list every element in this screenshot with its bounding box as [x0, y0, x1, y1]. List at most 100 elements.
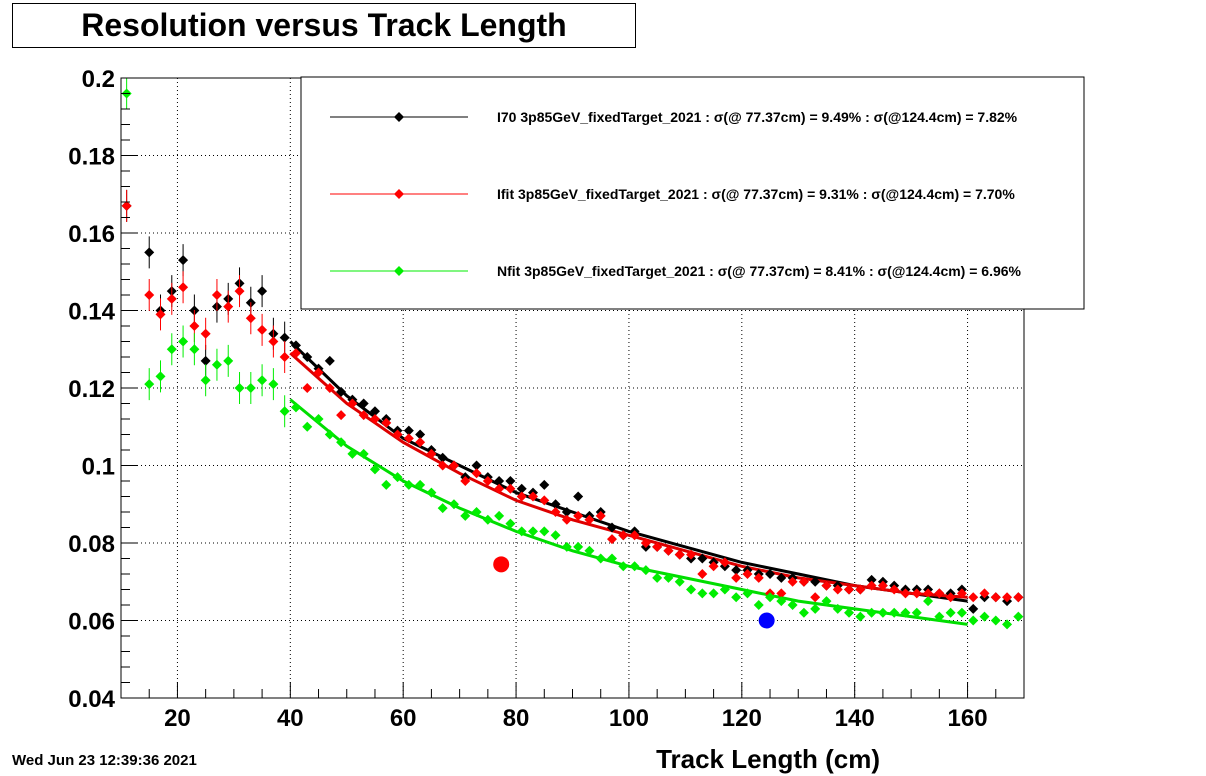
- data-point: [369, 464, 380, 475]
- timestamp: Wed Jun 23 12:39:36 2021: [12, 752, 197, 769]
- data-point: [844, 607, 855, 618]
- data-point: [381, 479, 392, 490]
- data-point: [200, 328, 211, 339]
- data-point: [121, 200, 132, 211]
- data-point: [471, 507, 482, 517]
- data-point: [697, 553, 708, 564]
- data-point: [573, 491, 584, 502]
- data-point: [1013, 611, 1024, 622]
- y-tick-label: 0.04: [68, 686, 115, 713]
- data-point: [968, 603, 979, 614]
- data-point: [956, 607, 967, 618]
- data-point: [257, 375, 268, 386]
- data-point: [245, 383, 256, 393]
- data-point: [708, 561, 719, 572]
- data-point: [584, 514, 595, 525]
- data-point: [494, 476, 505, 486]
- data-point: [561, 514, 572, 525]
- data-point: [866, 607, 877, 618]
- data-point: [471, 460, 482, 471]
- data-point: [144, 290, 155, 300]
- data-point: [765, 569, 776, 579]
- x-tick-label: 160: [948, 705, 988, 732]
- y-tick-label: 0.12: [68, 376, 115, 403]
- data-point: [573, 510, 584, 521]
- data-point: [223, 301, 234, 312]
- data-point: [618, 561, 629, 572]
- data-point: [392, 472, 403, 483]
- x-tick-label: 40: [277, 705, 304, 732]
- data-point: [403, 425, 414, 436]
- legend-entry: Ifit 3p85GeV_fixedTarget_2021 : σ(@ 77.3…: [497, 186, 1015, 202]
- data-point: [663, 572, 674, 583]
- data-point: [990, 592, 1001, 603]
- fit-curve: [289, 398, 968, 626]
- data-point: [731, 565, 742, 576]
- data-point: [674, 549, 685, 560]
- data-point: [494, 483, 505, 494]
- data-point: [279, 352, 290, 362]
- data-point: [144, 247, 155, 258]
- data-point: [166, 344, 177, 355]
- data-point: [302, 383, 313, 393]
- data-point: [516, 526, 527, 537]
- data-point: [742, 588, 753, 599]
- data-point: [539, 526, 550, 537]
- data-point: [471, 468, 482, 479]
- legend-box: [300, 76, 1085, 310]
- data-point: [437, 452, 448, 463]
- data-point: [426, 448, 437, 459]
- data-point: [697, 569, 708, 579]
- data-point: [731, 592, 742, 603]
- data-point: [674, 576, 685, 587]
- data-point: [178, 282, 189, 293]
- legend-marker: [394, 189, 404, 199]
- data-point: [200, 375, 211, 386]
- data-point: [629, 530, 640, 541]
- data-point: [889, 584, 900, 595]
- data-point: [358, 448, 369, 459]
- data-point: [573, 541, 584, 552]
- chart-title: Resolution versus Track Length: [12, 3, 636, 48]
- data-point: [821, 596, 832, 607]
- data-point: [279, 406, 290, 417]
- x-tick-label: 140: [835, 705, 875, 732]
- data-point: [448, 499, 459, 510]
- data-point: [336, 437, 347, 448]
- data-point: [245, 313, 256, 324]
- data-point: [302, 421, 313, 432]
- data-point: [437, 503, 448, 514]
- data-point: [268, 379, 279, 390]
- y-tick-label: 0.2: [82, 66, 115, 93]
- data-point: [652, 541, 663, 552]
- data-point: [640, 565, 651, 576]
- data-point: [595, 510, 606, 521]
- data-point: [945, 592, 956, 603]
- data-point: [403, 479, 414, 490]
- data-point: [347, 448, 358, 459]
- data-point: [347, 398, 358, 409]
- reference-marker: [758, 612, 775, 629]
- data-point: [787, 600, 798, 610]
- data-point: [719, 557, 730, 568]
- data-point: [607, 522, 618, 533]
- data-point: [844, 584, 855, 595]
- data-point: [527, 491, 538, 502]
- data-point: [1013, 592, 1024, 603]
- data-point: [505, 483, 516, 494]
- data-point: [539, 479, 550, 490]
- legend-marker: [394, 112, 404, 122]
- axes: 20 40 60 80 100 120 140 160 0.04 0.06 0.08 0.1 0.12 0…: [68, 66, 1025, 732]
- data-point: [956, 588, 967, 599]
- data-point: [550, 530, 561, 541]
- data-point: [234, 286, 245, 297]
- data-point: [640, 538, 651, 548]
- data-point: [900, 588, 911, 599]
- data-point: [279, 332, 290, 343]
- series-2: [121, 77, 1024, 630]
- data-point: [189, 344, 200, 355]
- x-tick-label: 60: [390, 705, 417, 732]
- data-point: [155, 309, 166, 320]
- data-point: [415, 437, 426, 448]
- data-point: [911, 588, 922, 599]
